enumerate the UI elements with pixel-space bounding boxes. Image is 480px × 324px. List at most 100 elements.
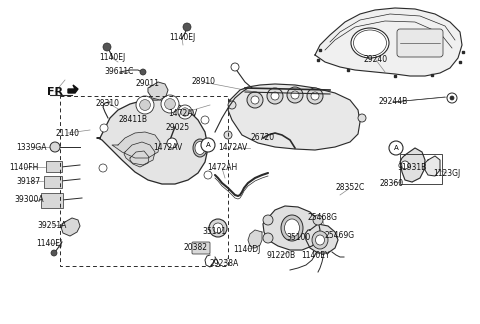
Circle shape <box>167 138 177 148</box>
Circle shape <box>228 101 236 109</box>
Text: 1140EJ: 1140EJ <box>99 53 125 63</box>
Circle shape <box>204 171 212 179</box>
Ellipse shape <box>285 219 300 237</box>
Text: 35101: 35101 <box>202 227 226 237</box>
Text: A: A <box>205 142 210 148</box>
Circle shape <box>201 138 215 152</box>
Ellipse shape <box>351 28 389 58</box>
Circle shape <box>313 215 323 225</box>
Circle shape <box>161 95 179 113</box>
Polygon shape <box>97 100 208 184</box>
Polygon shape <box>112 132 160 158</box>
Text: A: A <box>394 145 398 151</box>
Polygon shape <box>228 84 360 150</box>
Polygon shape <box>148 82 168 100</box>
Circle shape <box>178 105 192 119</box>
Text: 21140: 21140 <box>56 129 80 137</box>
Text: 1472AV: 1472AV <box>168 109 198 118</box>
Text: 1472AV: 1472AV <box>218 144 248 153</box>
Text: 35100: 35100 <box>287 233 311 241</box>
Circle shape <box>307 88 323 104</box>
Circle shape <box>313 233 323 243</box>
Ellipse shape <box>195 142 205 155</box>
Text: FR: FR <box>47 87 63 97</box>
Text: 29238A: 29238A <box>209 259 239 268</box>
Text: 1472AV: 1472AV <box>154 144 182 153</box>
FancyBboxPatch shape <box>397 29 443 57</box>
Text: 1140FH: 1140FH <box>9 163 39 171</box>
Circle shape <box>450 96 454 100</box>
Circle shape <box>263 215 273 225</box>
Circle shape <box>358 114 366 122</box>
Text: 39187: 39187 <box>16 177 40 186</box>
Ellipse shape <box>193 139 207 157</box>
Text: 1123GJ: 1123GJ <box>433 168 461 178</box>
Circle shape <box>271 92 279 100</box>
Text: 1140EJ: 1140EJ <box>169 33 195 42</box>
Polygon shape <box>248 230 262 248</box>
Circle shape <box>401 161 409 169</box>
FancyBboxPatch shape <box>192 242 210 254</box>
Ellipse shape <box>281 215 303 241</box>
FancyBboxPatch shape <box>44 176 62 188</box>
Text: 1339GA: 1339GA <box>16 143 46 152</box>
Circle shape <box>140 99 150 110</box>
Text: 29240: 29240 <box>364 55 388 64</box>
FancyBboxPatch shape <box>41 193 63 208</box>
Circle shape <box>209 219 227 237</box>
Polygon shape <box>68 85 78 93</box>
Circle shape <box>100 124 108 132</box>
Polygon shape <box>400 148 425 182</box>
Circle shape <box>213 223 223 233</box>
Circle shape <box>311 92 319 100</box>
Circle shape <box>201 116 209 124</box>
Circle shape <box>50 142 60 152</box>
Polygon shape <box>305 224 338 253</box>
Circle shape <box>251 96 259 104</box>
Circle shape <box>389 141 403 155</box>
Circle shape <box>181 108 189 116</box>
Circle shape <box>247 92 263 108</box>
Text: 26720: 26720 <box>251 133 275 143</box>
Text: 1472AH: 1472AH <box>207 164 237 172</box>
Text: 1140EJ: 1140EJ <box>36 238 62 248</box>
Text: 28352C: 28352C <box>336 183 365 192</box>
Circle shape <box>103 43 111 51</box>
FancyBboxPatch shape <box>46 161 62 172</box>
Circle shape <box>447 93 457 103</box>
Text: 39300A: 39300A <box>14 195 44 204</box>
Circle shape <box>140 69 146 75</box>
Text: 28910: 28910 <box>191 77 215 87</box>
Ellipse shape <box>312 231 328 249</box>
Circle shape <box>51 250 57 256</box>
Text: 25468G: 25468G <box>307 214 337 223</box>
Text: 29011: 29011 <box>136 79 160 88</box>
Circle shape <box>263 233 273 243</box>
Circle shape <box>224 131 232 139</box>
Circle shape <box>183 23 191 31</box>
Text: 28411B: 28411B <box>119 115 147 124</box>
Polygon shape <box>263 206 320 250</box>
Text: 1140DJ: 1140DJ <box>233 245 261 253</box>
Text: 25469G: 25469G <box>325 230 355 239</box>
Text: 91220B: 91220B <box>266 250 296 260</box>
Text: 20382: 20382 <box>184 242 208 251</box>
Text: 39611C: 39611C <box>104 67 134 76</box>
Circle shape <box>136 96 154 114</box>
Polygon shape <box>425 156 440 176</box>
Circle shape <box>165 98 175 110</box>
Polygon shape <box>124 142 155 165</box>
Circle shape <box>287 87 303 103</box>
Polygon shape <box>61 218 80 236</box>
Circle shape <box>99 164 107 172</box>
Text: 28360: 28360 <box>380 179 404 188</box>
Circle shape <box>231 63 239 71</box>
Text: 1140EY: 1140EY <box>302 250 330 260</box>
Ellipse shape <box>315 235 324 245</box>
Text: 39251A: 39251A <box>37 221 67 229</box>
Circle shape <box>267 88 283 104</box>
Text: 29025: 29025 <box>166 122 190 132</box>
Polygon shape <box>130 151 149 167</box>
Polygon shape <box>315 8 462 76</box>
Text: 28310: 28310 <box>96 98 120 108</box>
